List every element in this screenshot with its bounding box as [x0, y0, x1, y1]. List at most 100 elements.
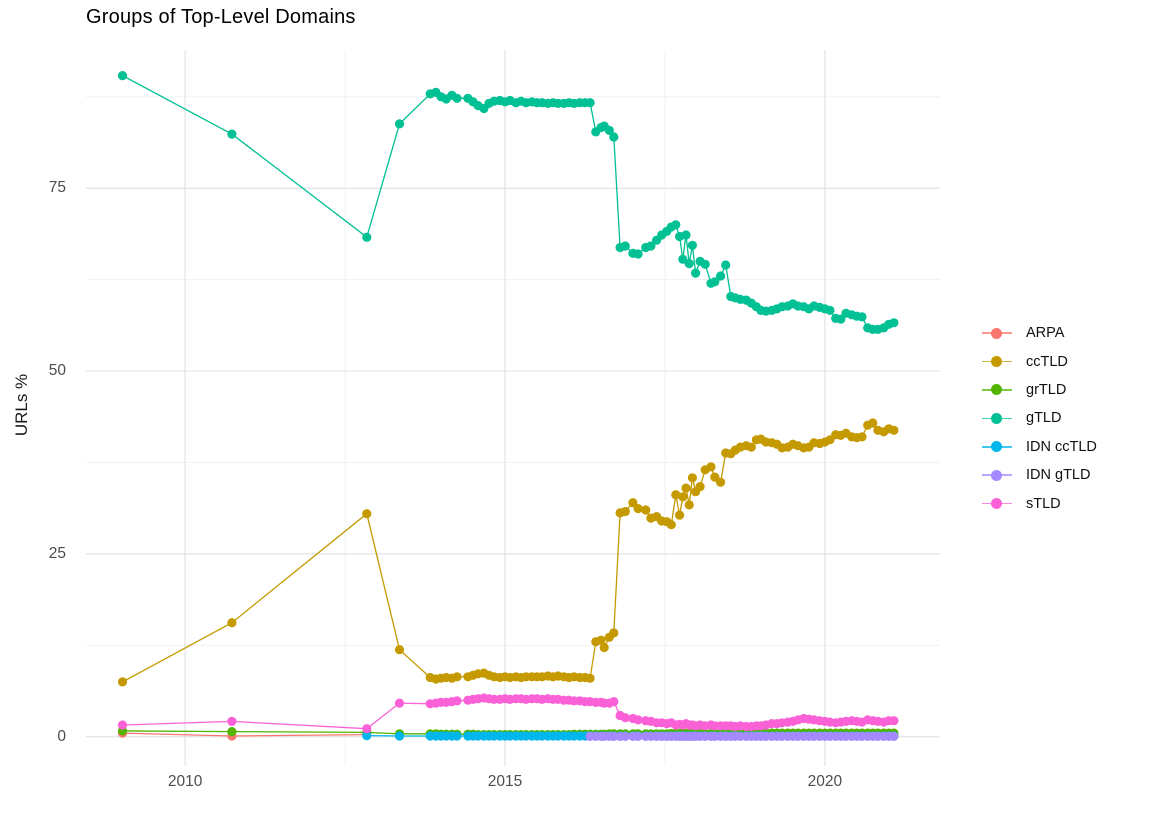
data-point-gtld: [691, 268, 701, 278]
data-point-gtld: [227, 129, 237, 139]
data-point-gtld: [646, 241, 656, 251]
y-tick-label: 75: [48, 179, 66, 197]
data-point-cctld: [681, 483, 691, 493]
legend-key-dot: [991, 356, 1002, 368]
data-point-gtld: [687, 240, 698, 250]
legend-label: ccTLD: [1026, 353, 1068, 370]
data-point-gtld: [585, 98, 595, 108]
data-point-idn-gtld: [889, 731, 899, 742]
data-point-gtld: [394, 119, 405, 129]
data-point-cctld: [666, 520, 676, 530]
legend-label: gTLD: [1026, 410, 1062, 427]
data-point-cctld: [857, 432, 867, 442]
data-point-cctld: [452, 672, 462, 682]
series-line-gtld: [122, 75, 895, 331]
data-point-cctld: [596, 635, 606, 645]
legend-label: grTLD: [1026, 381, 1067, 398]
data-point-cctld: [678, 492, 688, 502]
data-point-gtld: [710, 277, 720, 287]
legend-key-dot: [991, 327, 1002, 339]
data-point-stld: [362, 724, 372, 734]
data-point-stld: [633, 715, 643, 725]
y-tick-label: 0: [57, 727, 66, 745]
y-tick-label: 50: [48, 362, 66, 380]
data-point-cctld: [599, 642, 609, 653]
data-point-stld: [620, 713, 630, 723]
legend-label: IDN gTLD: [1026, 467, 1091, 484]
legend-key-icon: [982, 384, 1012, 396]
legend-key-dot: [991, 384, 1002, 396]
data-point-stld: [394, 698, 405, 708]
legend-label: ARPA: [1026, 325, 1065, 342]
series-line-arpa: [122, 732, 367, 737]
data-point-stld: [889, 716, 899, 726]
data-point-cctld: [746, 442, 756, 452]
data-point-cctld: [362, 509, 372, 519]
data-point-stld: [609, 697, 619, 707]
data-point-gtld: [721, 260, 731, 270]
data-point-idn-cctld: [394, 731, 405, 741]
data-point-gtld: [716, 271, 726, 281]
data-point-cctld: [706, 462, 716, 472]
data-point-cctld: [117, 677, 128, 687]
data-point-gtld: [604, 125, 614, 135]
legend-key-icon: [982, 356, 1012, 368]
data-point-idn-gtld: [609, 731, 619, 742]
data-point-idn-cctld: [362, 731, 372, 741]
data-point-cctld: [633, 504, 643, 514]
data-point-gtld: [700, 259, 710, 269]
data-point-gtld: [684, 259, 694, 269]
data-point-cctld: [687, 473, 698, 483]
data-point-gtld: [889, 318, 899, 328]
data-point-stld: [227, 716, 237, 727]
legend-entry-cctld: ccTLD: [982, 347, 1097, 375]
data-point-stld: [117, 720, 128, 730]
legend-entry-gtld: gTLD: [982, 404, 1097, 432]
legend-label: sTLD: [1026, 495, 1061, 512]
legend-entry-idn-cctld: IDN ccTLD: [982, 433, 1097, 461]
legend-key-icon: [982, 498, 1012, 510]
data-point-gtld: [857, 312, 867, 322]
data-point-cctld: [394, 645, 405, 655]
data-point-grtld: [227, 727, 237, 737]
series-line-cctld: [122, 422, 895, 683]
data-point-cctld: [868, 418, 878, 428]
x-tick-label: 2010: [167, 773, 203, 790]
data-point-cctld: [585, 673, 595, 683]
data-point-gtld: [633, 249, 643, 259]
data-point-gtld: [362, 232, 372, 242]
data-point-idn-gtld: [633, 731, 643, 742]
legend-entry-grtld: grTLD: [982, 376, 1097, 404]
legend-key-icon: [982, 441, 1012, 453]
chart-title: Groups of Top-Level Domains: [86, 6, 356, 28]
y-tick-label: 25: [48, 544, 66, 562]
data-point-cctld: [684, 500, 694, 510]
x-tick-label: 2020: [807, 773, 843, 790]
data-point-cctld: [620, 506, 630, 517]
data-point-cctld: [695, 482, 705, 492]
legend-entry-arpa: ARPA: [982, 319, 1097, 347]
data-point-gtld: [825, 305, 835, 315]
legend-key-dot: [991, 498, 1002, 510]
legend-entry-idn-gtld: IDN gTLD: [982, 461, 1097, 489]
legend-key-icon: [982, 327, 1012, 339]
legend-key-dot: [991, 441, 1002, 453]
data-point-cctld: [609, 628, 619, 638]
data-point-gtld: [609, 132, 619, 142]
data-point-cctld: [671, 490, 681, 500]
data-point-cctld: [889, 425, 899, 435]
data-point-gtld: [117, 71, 128, 81]
data-point-cctld: [716, 477, 726, 487]
data-point-cctld: [628, 498, 638, 508]
data-point-gtld: [620, 241, 630, 251]
data-point-stld: [452, 696, 462, 706]
data-point-idn-cctld: [452, 731, 462, 741]
legend: ARPA ccTLD grTLD gTLD IDN ccTLD IDN gTLD sTLD: [982, 319, 1097, 518]
legend-label: IDN ccTLD: [1026, 438, 1097, 455]
legend-key-icon: [982, 469, 1012, 481]
data-point-gtld: [681, 230, 691, 240]
data-point-gtld: [452, 93, 462, 103]
x-tick-label: 2015: [487, 773, 523, 790]
legend-key-icon: [982, 412, 1012, 424]
